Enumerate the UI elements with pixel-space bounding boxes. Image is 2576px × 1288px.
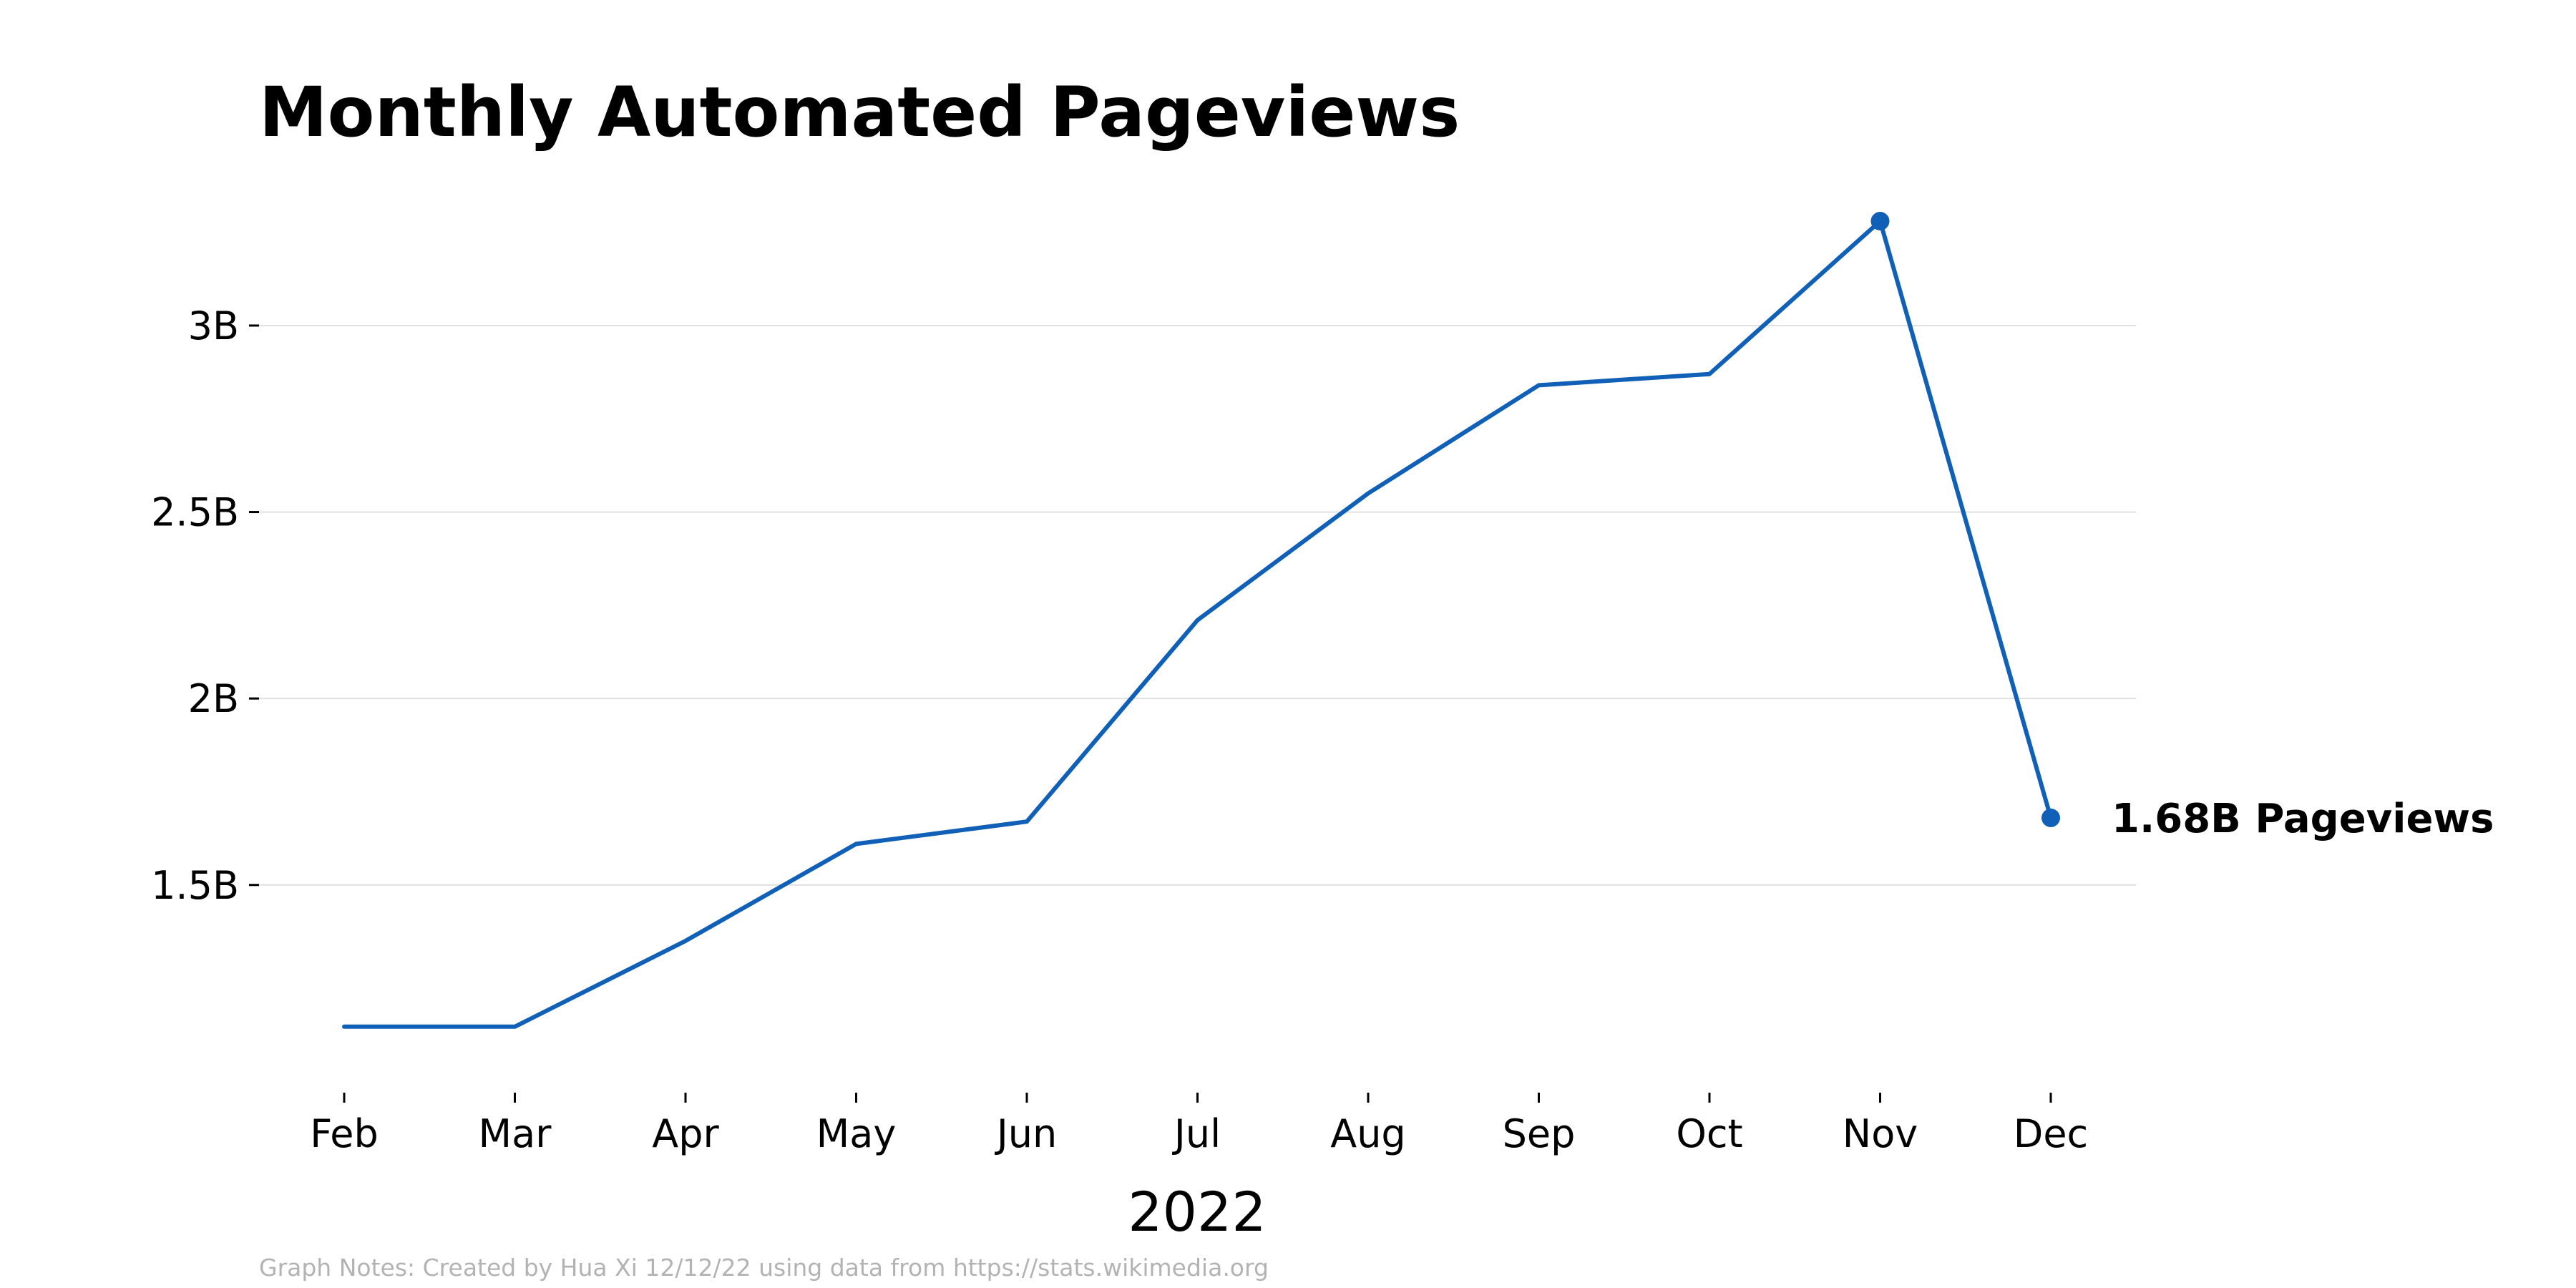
data-series: 1.68B Pageviews [342, 212, 2494, 1029]
x-tick-label: Jul [1172, 1111, 1221, 1156]
x-tick-label: Jun [995, 1111, 1057, 1156]
x-tick-label: Dec [2014, 1111, 2089, 1156]
y-tick-label: 1.5B [151, 863, 239, 908]
series-line [342, 219, 2053, 1029]
x-tick-label: Nov [1843, 1111, 1918, 1156]
y-axis: 1.5B 2B 2.5B 3B [151, 303, 259, 908]
x-tick-label: Apr [652, 1111, 719, 1156]
x-axis-title: 2022 [1128, 1180, 1266, 1244]
y-tick-label: 2.5B [151, 490, 239, 535]
y-tick-label: 2B [188, 676, 239, 721]
x-tick-label: Feb [310, 1111, 379, 1156]
x-tick-label: Sep [1503, 1111, 1576, 1156]
chart-title: Monthly Automated Pageviews [259, 72, 1460, 152]
x-tick-label: May [816, 1111, 897, 1156]
gridlines [259, 324, 2136, 886]
value-annotation: 1.68B Pageviews [2112, 796, 2494, 842]
highlight-point [1870, 212, 1890, 231]
graph-notes: Graph Notes: Created by Hua Xi 12/12/22 … [259, 1254, 1269, 1282]
x-tick-label: Aug [1330, 1111, 1405, 1156]
highlight-point [2041, 808, 2060, 827]
x-axis: Feb Mar Apr May Jun Jul Aug Sep Oct Nov Dec [310, 1093, 2088, 1156]
x-tick-label: Mar [479, 1111, 552, 1156]
x-tick-label: Oct [1676, 1111, 1742, 1156]
y-tick-label: 3B [188, 303, 239, 348]
